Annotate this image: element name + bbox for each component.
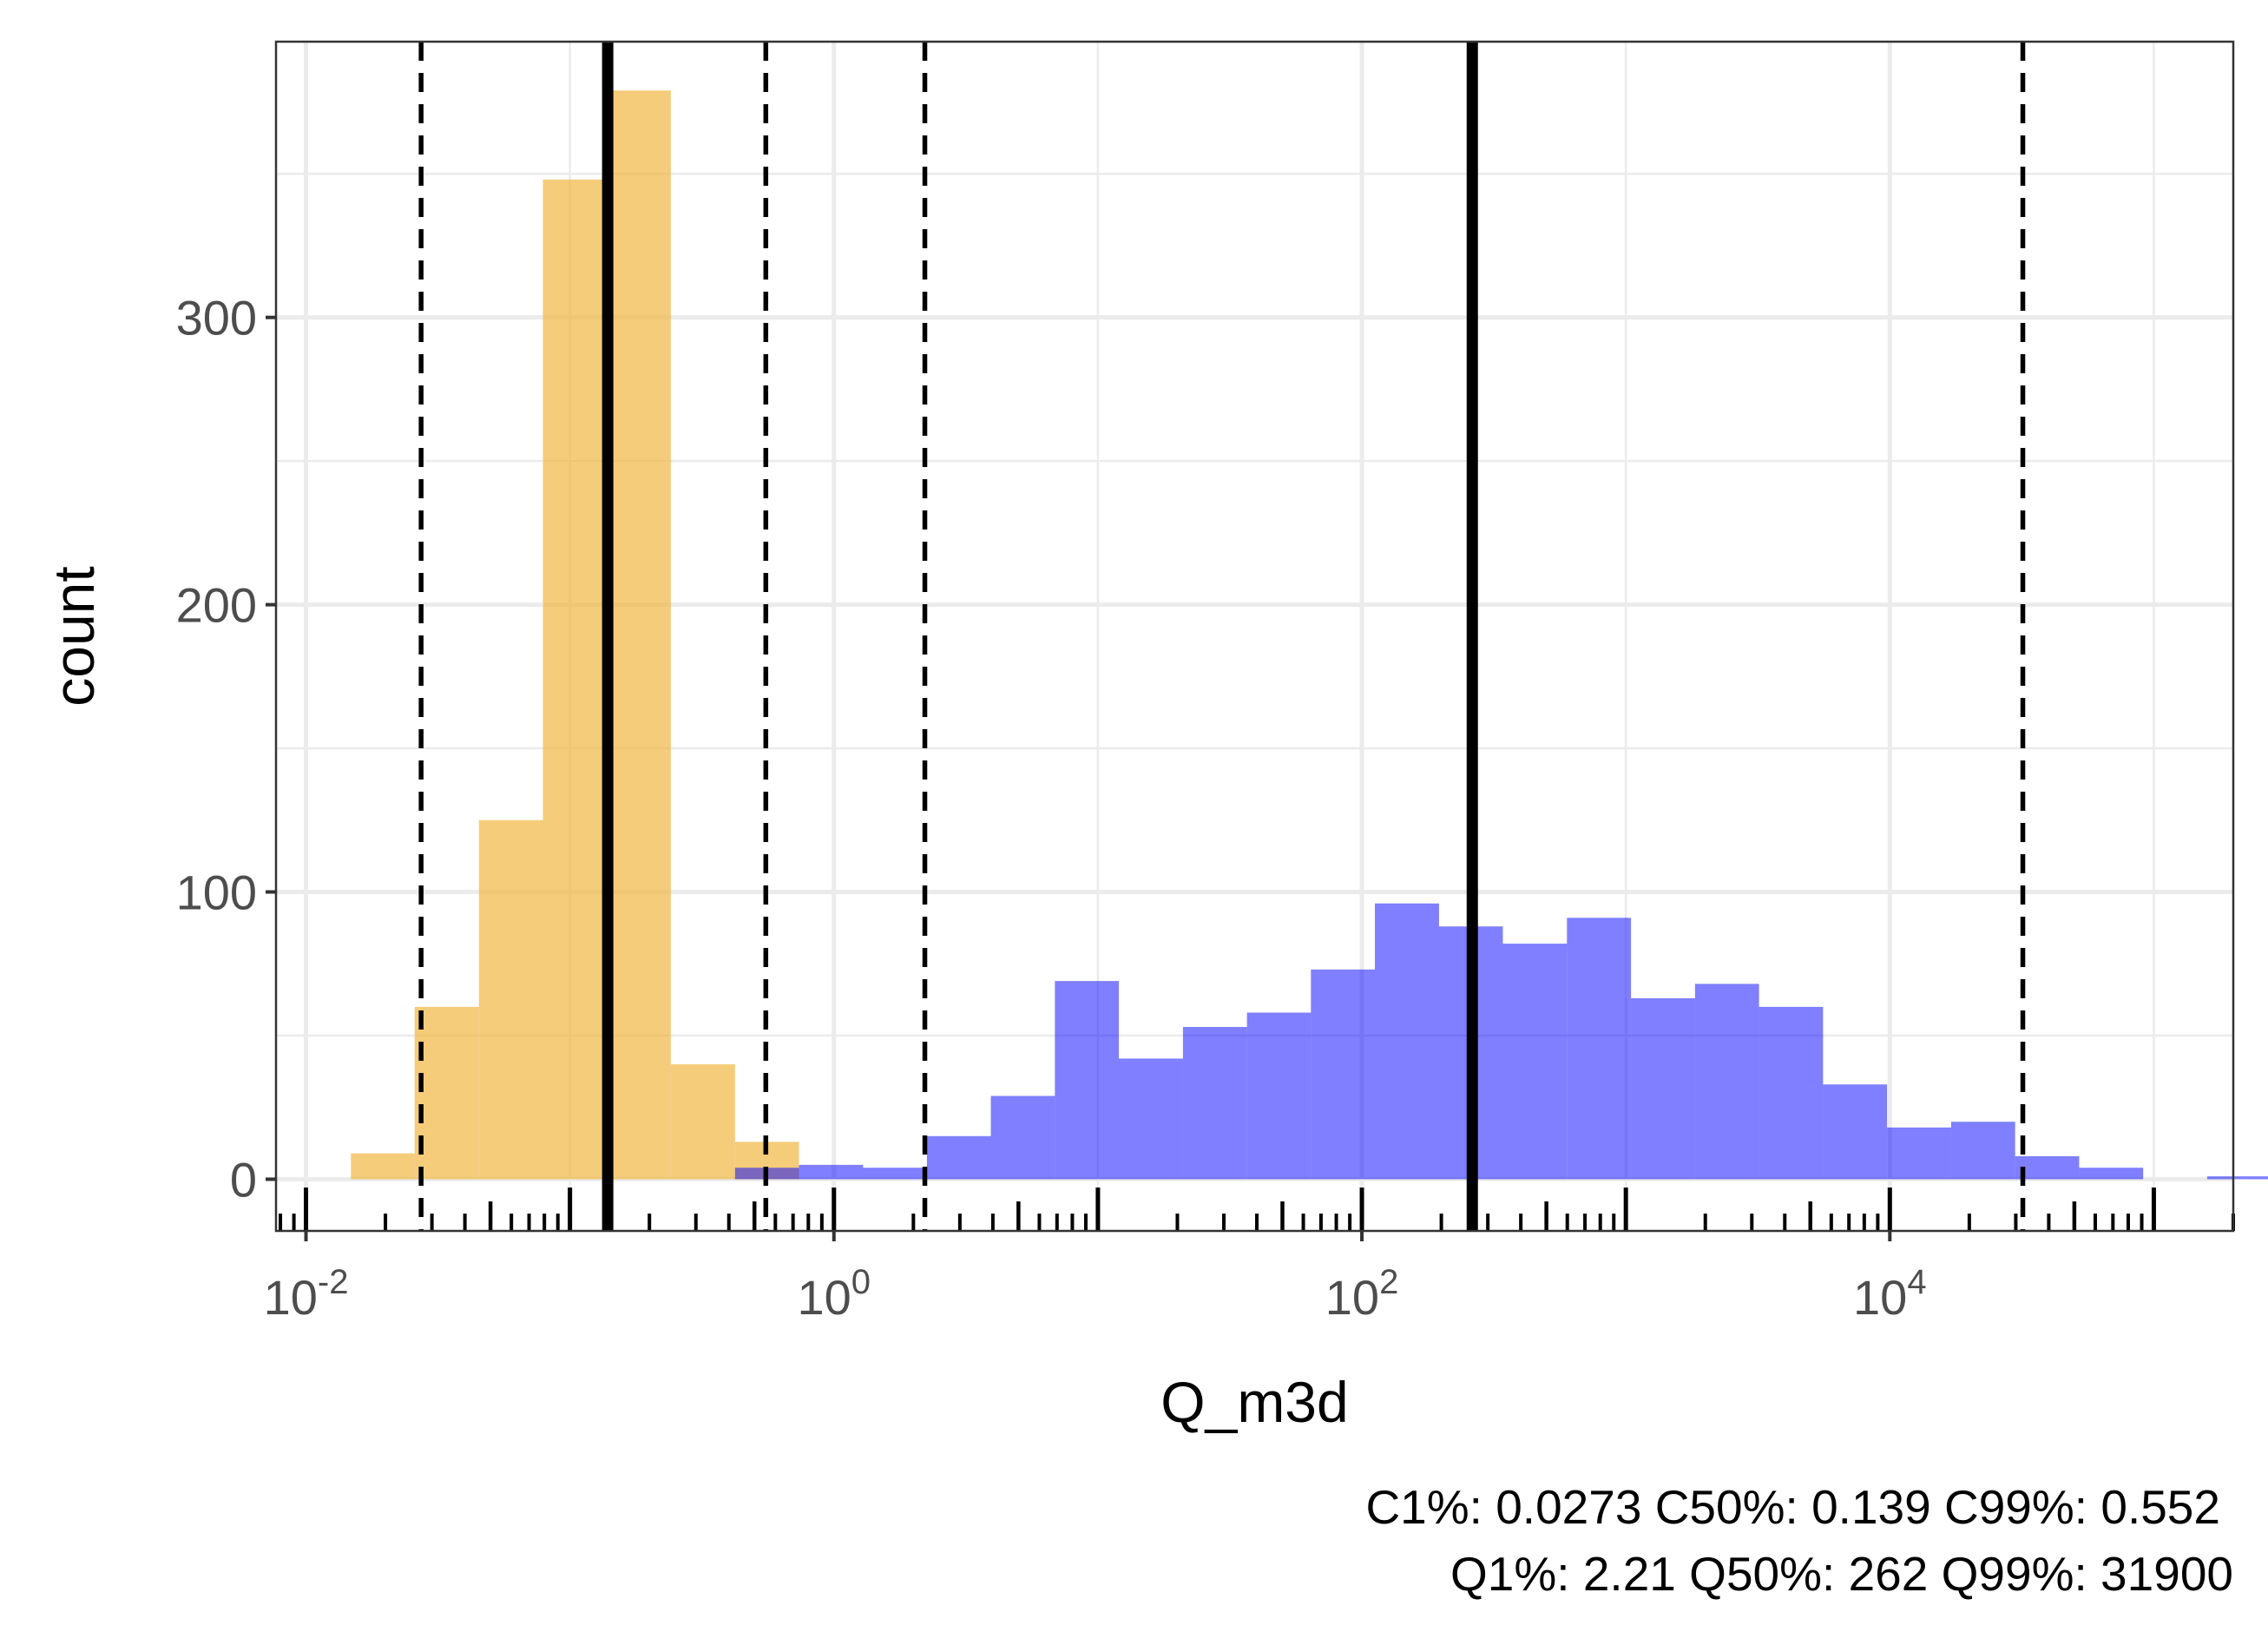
- histogram-bar-series-1: [351, 1153, 415, 1180]
- caption-line-c: C1%: 0.0273 C50%: 0.139 C99%: 0.552: [1365, 1480, 2220, 1534]
- histogram-bar-series-2: [1631, 997, 1695, 1180]
- y-tick-label: 0: [230, 1152, 257, 1207]
- x-axis-title: Q_m3d: [1160, 1370, 1348, 1434]
- histogram-bar-series-2: [990, 1096, 1055, 1180]
- histogram-bar-series-2: [1759, 1006, 1824, 1180]
- histogram-bar-series-2: [1246, 1012, 1311, 1180]
- histogram-bar-series-2: [926, 1135, 991, 1180]
- histogram-bar-series-2: [1375, 903, 1439, 1180]
- histogram-bar-series-2: [1694, 984, 1759, 1180]
- y-tick-label: 300: [176, 291, 257, 345]
- histogram-bar-series-2: [863, 1168, 927, 1180]
- histogram-bar-series-2: [1823, 1084, 1888, 1180]
- axes: 0 100 200 300 10-2 100 102 104: [176, 291, 1927, 1325]
- x-tick-label: 102: [1325, 1263, 1399, 1325]
- histogram-bar-series-2: [2079, 1168, 2144, 1180]
- histogram-bar-series-2: [1502, 944, 1568, 1180]
- histogram-bar-series-2: [1950, 1122, 2015, 1180]
- histogram-bar-series-1: [670, 1064, 735, 1180]
- histogram-bar-series-2: [799, 1164, 864, 1180]
- plot-panel-border: [274, 40, 2235, 1233]
- rug-ticks: [279, 1188, 2235, 1231]
- histogram-bars: [351, 90, 2268, 1180]
- histogram-bar-series-2: [1567, 918, 1632, 1180]
- quantile-lines: [418, 42, 2026, 1231]
- caption-line-q: Q1%: 2.21 Q50%: 262 Q99%: 31900: [1450, 1547, 2233, 1601]
- histogram-bar-series-2: [1118, 1058, 1183, 1180]
- x-tick-label: 104: [1853, 1263, 1927, 1325]
- histogram-bar-series-1: [478, 819, 543, 1180]
- histogram-bar-series-2: [2015, 1155, 2080, 1180]
- histogram-bar-series-2: [1311, 969, 1376, 1180]
- x-tick-label: 10-2: [264, 1263, 349, 1325]
- histogram-bar-series-2: [1182, 1027, 1247, 1180]
- histogram-bar-series-1: [542, 179, 608, 1180]
- y-axis-title: count: [42, 566, 106, 706]
- histogram-bar-series-1: [414, 1006, 479, 1180]
- histogram-bar-series-2: [1055, 981, 1119, 1180]
- histogram-bar-series-1: [607, 90, 671, 1180]
- histogram-bar-series-2: [2206, 1176, 2268, 1180]
- histogram-bar-series-2: [1887, 1127, 1951, 1180]
- y-tick-label: 200: [176, 578, 257, 633]
- y-tick-label: 100: [176, 865, 257, 920]
- x-tick-label: 100: [798, 1263, 871, 1325]
